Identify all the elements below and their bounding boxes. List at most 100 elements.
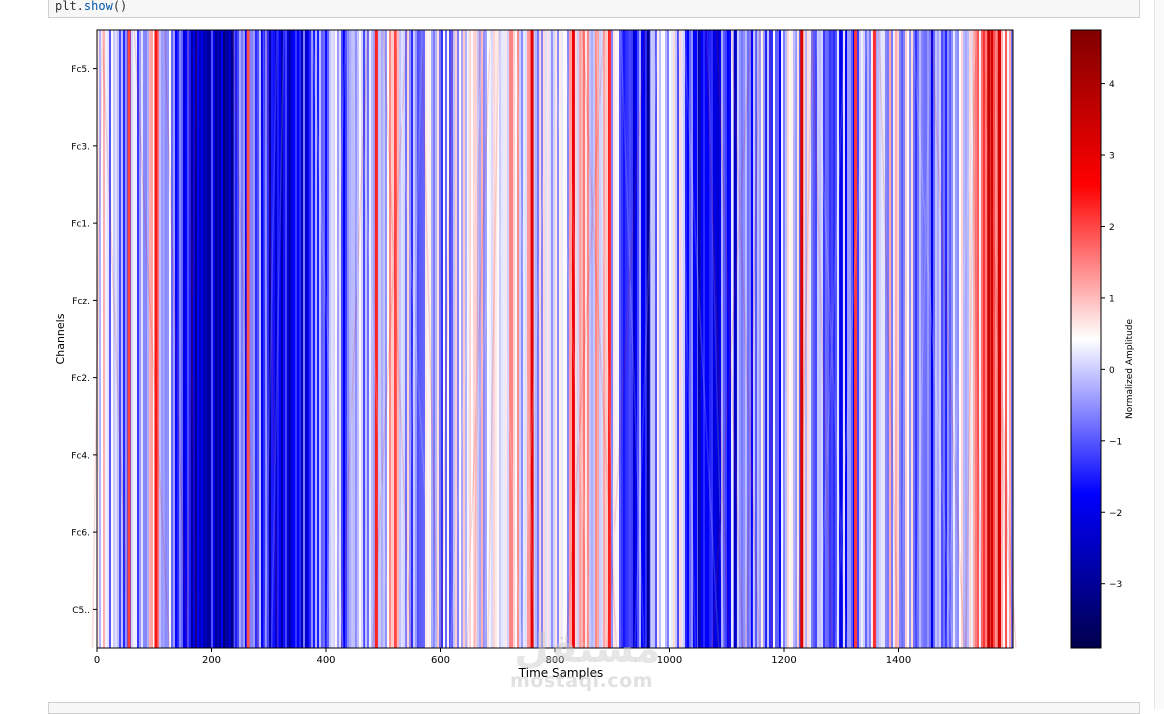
heatmap-column [387, 30, 390, 648]
heatmap-column [499, 30, 502, 648]
heatmap-column [631, 30, 634, 648]
heatmap-texture-line [520, 29, 552, 649]
heatmap-texture-line [835, 29, 868, 649]
heatmap-column [551, 30, 554, 648]
heatmap-column [311, 30, 314, 648]
heatmap-column [215, 30, 218, 648]
heatmap-column [151, 30, 154, 648]
heatmap-column [293, 30, 296, 648]
heatmap-column [223, 30, 226, 648]
heatmap-column [569, 30, 572, 648]
heatmap-texture-line [265, 29, 278, 649]
heatmap-column [453, 30, 456, 648]
heatmap-column [455, 30, 458, 648]
heatmap-column [513, 30, 516, 648]
heatmap-column [629, 30, 632, 648]
heatmap-column [217, 30, 220, 648]
heatmap-texture-line [981, 29, 1014, 649]
heatmap-column [193, 30, 196, 648]
heatmap-texture-line [730, 29, 761, 649]
y-axis: Fc5. Fc3. Fc1. Fcz. Fc2. Fc4. Fc6. C5.. Channels [54, 65, 97, 616]
heatmap-column [213, 30, 216, 648]
heatmap-column [351, 30, 354, 648]
heatmap-column [365, 30, 368, 648]
heatmap-column [347, 30, 350, 648]
heatmap-column [627, 30, 630, 648]
heatmap-column [915, 30, 918, 648]
heatmap-texture-line [352, 29, 365, 649]
heatmap-column [251, 30, 254, 648]
x-tick-label: 200 [202, 655, 221, 666]
heatmap-column [291, 30, 294, 648]
heatmap-column [227, 30, 230, 648]
heatmap-column [641, 30, 644, 648]
heatmap-texture-line [395, 29, 436, 649]
heatmap-stripe [393, 30, 397, 648]
heatmap-stripe [646, 30, 650, 648]
heatmap-column [711, 30, 714, 648]
heatmap-column [843, 30, 846, 648]
heatmap-column [211, 30, 214, 648]
heatmap-column [639, 30, 642, 648]
heatmap-column [725, 30, 728, 648]
heatmap-column [881, 30, 884, 648]
heatmap-texture-line [797, 29, 814, 649]
heatmap-column [97, 30, 100, 648]
heatmap-texture [91, 29, 1017, 649]
heatmap-column [739, 30, 742, 648]
heatmap-column [429, 30, 432, 648]
heatmap-column [787, 30, 790, 648]
heatmap-column [225, 30, 228, 648]
heatmap-column [921, 30, 924, 648]
heatmap-column [409, 30, 412, 648]
heatmap-column [993, 30, 996, 648]
heatmap-texture-line [346, 29, 354, 649]
heatmap-column [615, 30, 618, 648]
heatmap-column [245, 30, 248, 648]
heatmap-column [625, 30, 628, 648]
heatmap-column [945, 30, 948, 648]
heatmap-column [695, 30, 698, 648]
heatmap-column [827, 30, 830, 648]
heatmap-column [793, 30, 796, 648]
heatmap-column [681, 30, 684, 648]
heatmap-column [589, 30, 592, 648]
heatmap-column [761, 30, 764, 648]
heatmap-column [747, 30, 750, 648]
x-tick-label: 1000 [657, 655, 682, 666]
heatmap-column [865, 30, 868, 648]
heatmap-texture-line [382, 29, 412, 649]
heatmap-column [723, 30, 726, 648]
heatmap-column [749, 30, 752, 648]
heatmap-texture-line [705, 29, 730, 649]
page-scrollbar[interactable] [1154, 0, 1164, 709]
heatmap-texture-line [752, 29, 756, 649]
y-tick-label: Fcz. [72, 297, 90, 307]
heatmap-texture-line [606, 29, 646, 649]
heatmap-column [709, 30, 712, 648]
heatmap-column [751, 30, 754, 648]
heatmap-texture-line [930, 29, 966, 649]
heatmap-texture-line [552, 29, 593, 649]
heatmap-texture-line [483, 29, 501, 649]
heatmap-column [653, 30, 656, 648]
heatmap-column [611, 30, 614, 648]
heatmap-column [141, 30, 144, 648]
code-cell[interactable]: plt.show() [48, 0, 1140, 18]
heatmap-column [577, 30, 580, 648]
heatmap-column [599, 30, 602, 648]
heatmap-column [795, 30, 798, 648]
heatmap-column [765, 30, 768, 648]
heatmap-column [893, 30, 896, 648]
heatmap-column [663, 30, 666, 648]
heatmap-column [821, 30, 824, 648]
heatmap-column [203, 30, 206, 648]
heatmap-column [991, 30, 994, 648]
heatmap-column [341, 30, 344, 648]
heatmap-column [329, 30, 332, 648]
heatmap-texture-line [404, 29, 423, 649]
heatmap-column [277, 30, 280, 648]
heatmap-column [431, 30, 434, 648]
heatmap-column [807, 30, 810, 648]
heatmap-column [623, 30, 626, 648]
